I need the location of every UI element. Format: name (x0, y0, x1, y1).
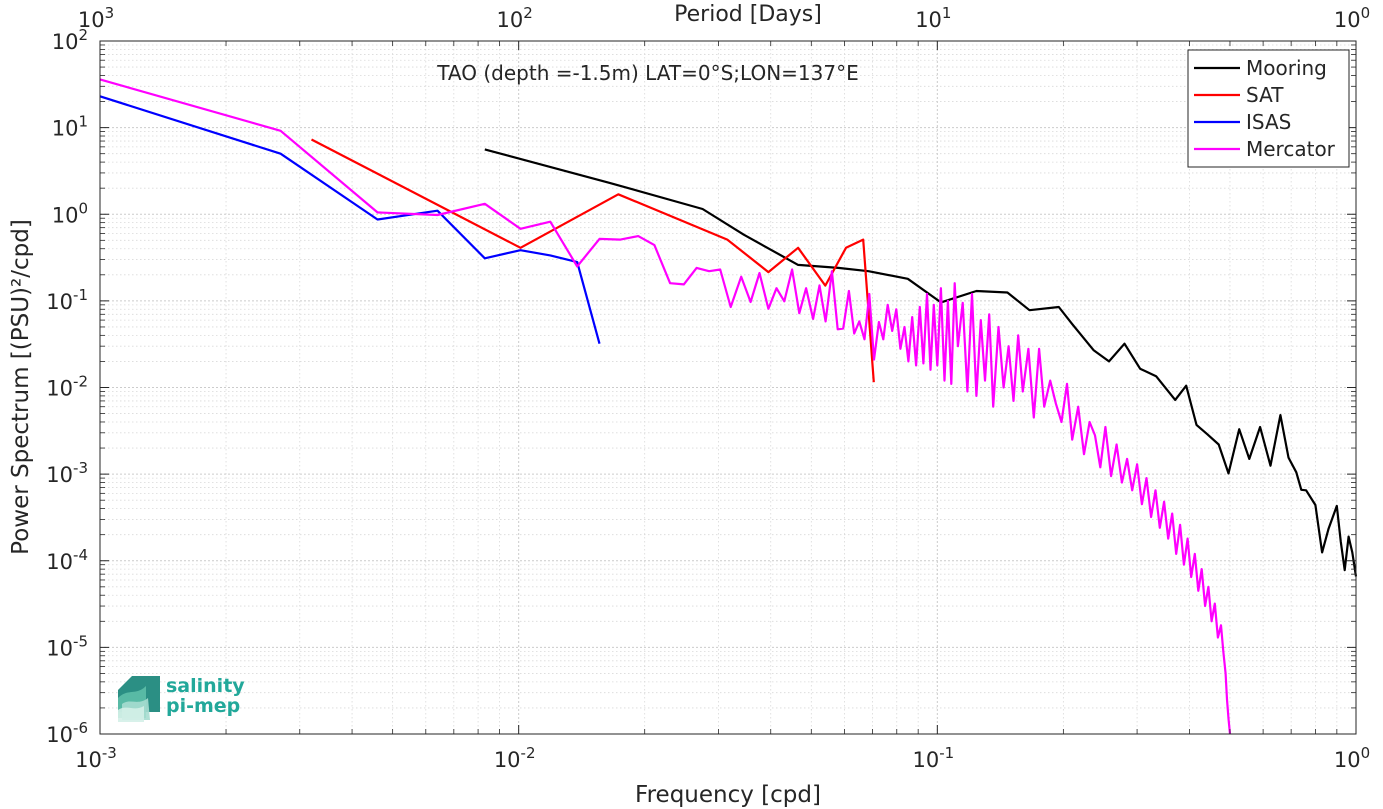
x-tick-label: 100 (1334, 744, 1370, 772)
legend-box (1187, 49, 1350, 168)
minor-grid (100, 41, 1356, 734)
wave-logo-icon (118, 676, 160, 722)
y-axis-label: Power Spectrum [(PSU)²/cpd] (8, 219, 34, 555)
legend-label-mooring: Mooring (1246, 56, 1327, 80)
y-tick-label: 100 (52, 199, 88, 227)
x-tick-label: 10-3 (75, 744, 117, 772)
tick-marks (99, 40, 1357, 735)
chart-title: TAO (depth =-1.5m) LAT=0°S;LON=137°E (436, 61, 858, 85)
y-tick-label: 10-1 (46, 286, 88, 314)
top-tick-label: 102 (497, 4, 533, 32)
y-tick-label: 10-5 (46, 632, 88, 660)
legend-label-mercator: Mercator (1246, 137, 1336, 161)
x-axis-label: Frequency [cpd] (635, 782, 821, 808)
top-tick-label: 101 (915, 4, 951, 32)
top-tick-label: 103 (78, 4, 114, 32)
top-axis-label: Period [Days] (674, 2, 822, 27)
y-tick-label: 101 (52, 113, 88, 141)
series-line-mooring (484, 148, 1358, 577)
legend-items: Mooring SAT ISAS Mercator (1194, 56, 1336, 161)
x-tick-label: 10-1 (912, 744, 954, 772)
series-line-isas (99, 95, 601, 344)
logo-line-2: pi-mep (166, 695, 240, 717)
top-tick-label: 100 (1334, 4, 1370, 32)
x-tick-label: 10-2 (494, 744, 536, 772)
y-tick-label: 10-3 (46, 459, 88, 487)
legend-label-sat: SAT (1246, 83, 1284, 107)
y-tick-label: 102 (52, 26, 88, 54)
series-line-mercator (99, 78, 1232, 735)
y-tick-label: 10-2 (46, 373, 88, 401)
legend-label-isas: ISAS (1246, 110, 1291, 134)
y-tick-label: 10-6 (46, 719, 88, 747)
legend: Mooring SAT ISAS Mercator (1187, 49, 1350, 168)
salinity-pi-mep-logo: salinity pi-mep (118, 675, 245, 722)
series-line-sat (310, 138, 875, 383)
series-layer (99, 78, 1358, 735)
logo-line-1: salinity (166, 675, 245, 697)
y-tick-label: 10-4 (46, 546, 88, 574)
